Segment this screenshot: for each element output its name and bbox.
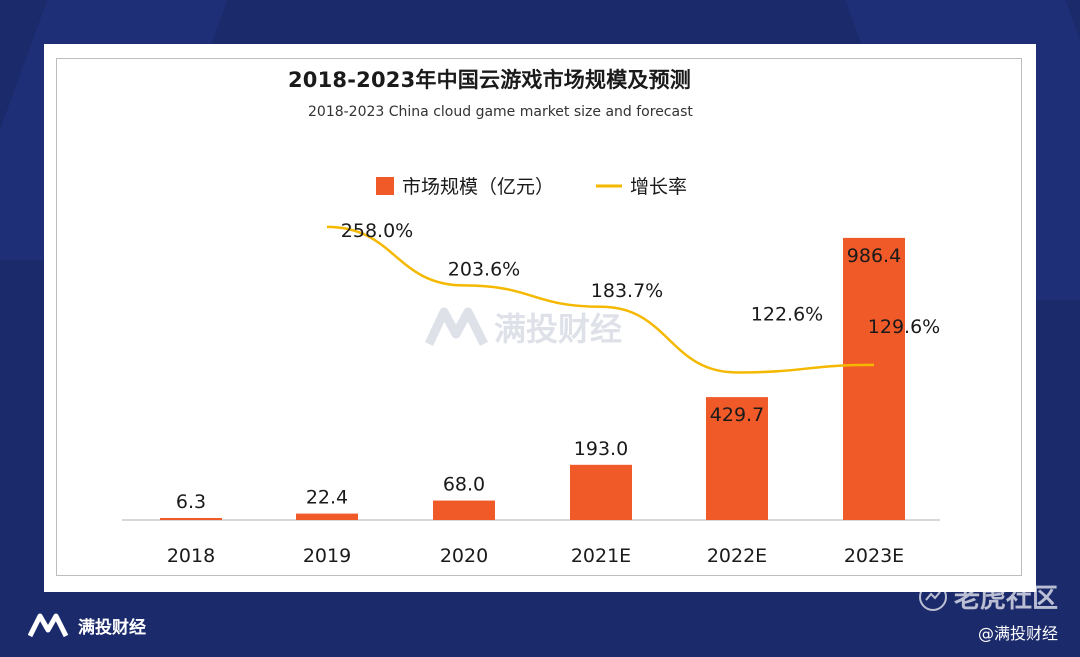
chart-frame — [56, 58, 1022, 576]
legend-label-bar: 市场规模（亿元） — [402, 176, 554, 198]
brand-name: 满投财经 — [78, 617, 146, 638]
growth-rate-label: 183.7% — [591, 280, 663, 302]
brand-logo-icon — [28, 613, 69, 638]
x-tick-label: 2018 — [167, 545, 215, 567]
watermark-text: 满投财经 — [494, 310, 622, 348]
x-tick-label: 2019 — [303, 545, 351, 567]
community-name: 老虎社区 — [953, 584, 1058, 614]
community-watermark: 老虎社区 — [918, 578, 1058, 615]
x-tick-label: 2020 — [440, 545, 488, 567]
footer-brand: 满投财经 — [28, 612, 146, 638]
author-handle: @满投财经 — [977, 624, 1058, 643]
legend-label-line: 增长率 — [630, 176, 687, 198]
watermark: 满投财经 — [424, 307, 622, 348]
bar-2018 — [160, 518, 222, 520]
growth-rate-label: 122.6% — [751, 303, 823, 325]
growth-rate-line — [326, 225, 875, 374]
chart-title: 2018-2023年中国云游戏市场规模及预测 — [288, 68, 692, 92]
watermark-logo-icon — [424, 307, 489, 347]
bar-2019 — [296, 513, 358, 520]
bar-2023E — [843, 237, 905, 521]
bar-value-label: 986.4 — [847, 245, 901, 267]
bar-value-label: 6.3 — [176, 491, 206, 513]
x-tick-label: 2021E — [571, 545, 631, 567]
tiger-logo-icon — [918, 582, 947, 611]
bar-value-label: 193.0 — [574, 438, 628, 460]
chart-card: 2018-2023年中国云游戏市场规模及预测 2018-2023 China c… — [44, 44, 1036, 592]
bar-value-label: 22.4 — [306, 487, 348, 509]
bar-value-label: 68.0 — [443, 474, 485, 496]
growth-rate-label: 258.0% — [341, 220, 413, 242]
chart-plot: 满投财经 市场规模（亿元） 增长率 6.3 22.4 68.0 193.0 429.7 986.… — [122, 176, 940, 567]
growth-rate-label: 129.6% — [868, 316, 940, 338]
x-tick-label: 2022E — [707, 545, 767, 567]
legend-swatch-bar — [376, 177, 394, 195]
bar-value-label: 429.7 — [710, 404, 764, 426]
growth-rate-label: 203.6% — [448, 258, 520, 280]
chart-subtitle: 2018-2023 China cloud game market size a… — [308, 104, 693, 120]
bar-2022E — [706, 397, 768, 520]
bar-2020 — [433, 500, 495, 520]
bar-2021E — [570, 464, 632, 520]
x-tick-label: 2023E — [844, 545, 904, 567]
